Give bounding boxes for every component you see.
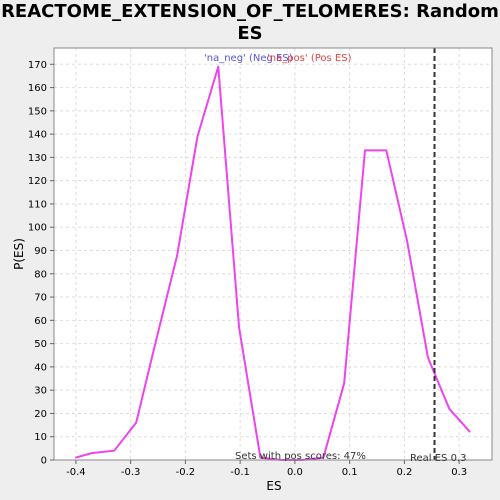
y-tick-label: 70 (34, 293, 47, 304)
y-tick-label: 50 (34, 339, 47, 350)
y-tick-label: 0 (41, 456, 47, 467)
x-tick-label: -0.1 (230, 467, 250, 478)
y-tick-label: 130 (28, 153, 47, 164)
y-axis-label: P(ES) (12, 238, 26, 270)
y-tick-label: 150 (28, 106, 47, 117)
plot-area (54, 48, 492, 460)
x-tick-label: -0.3 (121, 467, 141, 478)
x-tick-label: 0.0 (287, 467, 303, 478)
y-tick-label: 80 (34, 269, 47, 280)
x-axis-label: ES (266, 479, 281, 493)
y-tick-label: 120 (28, 176, 47, 187)
series-line (75, 65, 471, 461)
x-tick-label: 0.2 (396, 467, 412, 478)
y-axis: 0 10 20 30 40 50 60 70 80 90 100 110 120 130 140 150 160… (28, 60, 54, 467)
legend-neg: 'na_neg' (Neg ES) (204, 53, 293, 64)
x-tick-label: -0.2 (176, 467, 196, 478)
y-tick-label: 40 (34, 362, 47, 373)
y-tick-label: 170 (28, 60, 47, 71)
y-tick-label: 10 (34, 432, 47, 443)
y-tick-label: 30 (34, 386, 47, 397)
plot-frame (53, 47, 493, 461)
x-tick-label: 0.1 (342, 467, 358, 478)
y-tick-label: 20 (34, 409, 47, 420)
y-tick-label: 160 (28, 83, 47, 94)
y-tick-label: 140 (28, 130, 47, 141)
y-tick-label: 100 (28, 223, 47, 234)
legend-pos: 'na_pos' (Pos ES) (267, 53, 352, 64)
y-tick-label: 110 (28, 199, 47, 210)
x-tick-label: -0.4 (66, 467, 86, 478)
series-layer (75, 65, 471, 461)
x-tick-label: 0.3 (451, 467, 467, 478)
x-axis: -0.4 -0.3 -0.2 -0.1 0.0 0.1 0.2 0.3 (66, 460, 467, 478)
real-es-label: Real ES 0.3 (410, 453, 466, 464)
pos-scores-annotation: Sets with pos scores: 47% (235, 451, 366, 462)
chart-title-line-1: REACTOME_EXTENSION_OF_TELOMERES: Random … (1, 1, 499, 44)
y-tick-label: 90 (34, 246, 47, 257)
y-tick-label: 60 (34, 316, 47, 327)
